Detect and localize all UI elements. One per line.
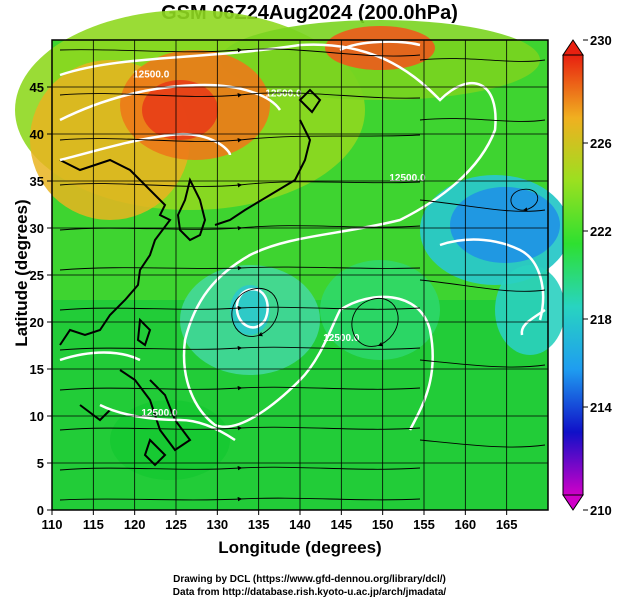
contour-label: 12500.0 (265, 88, 302, 99)
y-tick-label: 35 (30, 174, 44, 189)
x-tick-label: 115 (83, 517, 104, 532)
y-tick-label: 0 (37, 503, 44, 518)
x-tick-label: 150 (372, 517, 394, 532)
x-axis: 110 115 120 125 130 135 140 145 150 155 160 165 (42, 510, 518, 532)
contour-label: 12500.0 (133, 70, 170, 81)
colorbar-tick-label: 226 (590, 136, 612, 151)
y-tick-label: 30 (30, 221, 44, 236)
x-tick-label: 160 (454, 517, 476, 532)
y-tick-label: 10 (30, 409, 44, 424)
x-tick-label: 110 (42, 517, 63, 532)
contour-label: 12500.0 (389, 173, 426, 184)
colorbar-tick-label: 210 (590, 503, 612, 518)
x-tick-label: 120 (124, 517, 146, 532)
contour-label: 12500.0 (141, 408, 178, 419)
x-tick-label: 165 (496, 517, 518, 532)
x-tick-label: 140 (289, 517, 311, 532)
y-tick-label: 20 (30, 315, 44, 330)
colorbar-ticks: 210 214 218 222 226 230 (583, 33, 612, 518)
colorbar: 210 214 218 222 226 230 (562, 33, 612, 518)
temperature-field (15, 10, 570, 510)
y-axis: 0 5 10 15 20 25 30 35 40 45 (30, 80, 52, 518)
x-tick-label: 125 (165, 517, 187, 532)
coastlines (59, 88, 322, 467)
y-tick-label: 5 (37, 456, 44, 471)
streamlines (59, 47, 546, 502)
y-tick-label: 25 (30, 268, 44, 283)
graticule (52, 40, 548, 510)
colorbar-tick-label: 218 (590, 312, 612, 327)
drawing-credit: Drawing by DCL (https://www.gfd-dennou.o… (173, 574, 446, 585)
x-tick-label: 130 (206, 517, 228, 532)
colorbar-tick-label: 230 (590, 33, 612, 48)
x-tick-label: 155 (413, 517, 435, 532)
x-tick-label: 145 (330, 517, 352, 532)
y-axis-label: Latitude (degrees) (12, 199, 31, 347)
y-tick-label: 15 (30, 362, 44, 377)
colorbar-scale (562, 54, 584, 496)
colorbar-tick-label: 222 (590, 224, 612, 239)
x-axis-label: Longitude (degrees) (218, 538, 382, 557)
colorbar-bottom-arrow (562, 494, 584, 511)
colorbar-tick-label: 214 (590, 400, 612, 415)
y-tick-label: 45 (30, 80, 44, 95)
colorbar-top-arrow (562, 39, 584, 56)
data-credit: Data from http://database.rish.kyoto-u.a… (172, 587, 447, 598)
x-tick-label: 135 (248, 517, 270, 532)
y-tick-label: 40 (30, 127, 44, 142)
